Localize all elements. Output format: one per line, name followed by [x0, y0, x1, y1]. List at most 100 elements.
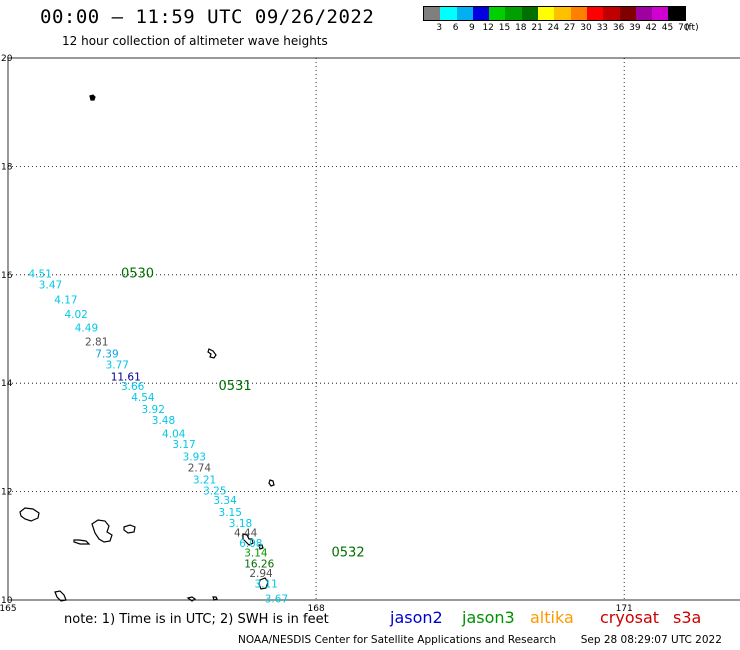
color-swatch — [440, 7, 457, 20]
color-scale-labels: 3 6 9 12 15 18 21 24 27 30 33 36 39 42 45 70 (ft) — [423, 21, 698, 35]
west-track-values: 4.513.474.174.024.492.817.393.7711.613.6… — [29, 269, 289, 606]
wave-height-value: 3.92 — [142, 404, 165, 416]
island-outline — [242, 533, 254, 546]
latitude-tick-label: 14 — [1, 379, 13, 389]
color-scale-label: 27 — [563, 23, 576, 33]
map-subtitle: 12 hour collection of altimeter wave hei… — [62, 34, 328, 48]
legend-jason2: jason2 — [390, 608, 443, 627]
map-frame — [7, 57, 740, 601]
color-swatch — [619, 7, 636, 20]
pass-time-label: 0532 — [332, 546, 365, 561]
island-outline — [207, 348, 217, 359]
wave-height-value: 4.04 — [162, 428, 186, 440]
latitude-tick-label: 18 — [1, 162, 13, 172]
color-swatch — [538, 7, 555, 20]
footer-generated-time: Sep 28 08:29:07 UTC 2022 — [580, 634, 722, 646]
pass-time-label: 0531 — [219, 379, 252, 394]
island-outline — [54, 590, 67, 602]
island-outline — [89, 94, 96, 101]
legend-s3a: s3a — [673, 608, 702, 627]
legend-cryosat: cryosat — [600, 608, 660, 627]
color-scale-label: 3 — [436, 23, 443, 33]
wave-height-value: 6.08 — [239, 538, 262, 550]
color-scale-label: 39 — [629, 23, 641, 33]
wave-height-value: 4.02 — [64, 309, 87, 321]
island-outline — [258, 544, 264, 550]
color-scale-label: 18 — [515, 23, 527, 33]
legend-jason3: jason3 — [462, 608, 515, 627]
wave-height-value: 4.17 — [54, 295, 77, 307]
wave-height-value: 2.94 — [249, 568, 273, 580]
map-title: 00:00 – 11:59 UTC 09/26/2022 — [40, 6, 375, 28]
color-swatch — [505, 7, 522, 20]
color-swatch — [586, 7, 604, 20]
wave-height-value: 2.81 — [85, 336, 108, 348]
wave-height-value: 3.17 — [172, 439, 195, 451]
island-outline — [268, 479, 275, 487]
wave-height-value: 11.61 — [111, 371, 141, 383]
wave-height-value: 3.18 — [229, 518, 252, 530]
color-scale-label: 21 — [531, 23, 543, 33]
wave-height-value: 4.54 — [131, 392, 155, 404]
latitude-tick-label: 16 — [1, 271, 13, 281]
color-scale-label: 33 — [596, 23, 609, 33]
color-swatch — [521, 7, 539, 20]
wave-height-value: 3.34 — [213, 495, 237, 507]
legend-altika: altika — [530, 608, 574, 627]
wave-height-value: 2.74 — [188, 463, 212, 475]
wave-height-value: 3.67 — [265, 594, 288, 606]
color-scale-label: (ft) — [685, 23, 699, 33]
wave-height-value: 4.49 — [75, 323, 98, 335]
island-outline — [19, 507, 40, 522]
color-swatch — [652, 7, 669, 20]
pass-time-label: 0530 — [121, 267, 154, 282]
color-swatch — [472, 7, 490, 20]
longitude-tick-label: 168 — [308, 604, 325, 614]
wave-height-value: 3.93 — [183, 452, 206, 464]
island-outlines — [19, 94, 275, 602]
color-scale-label: 30 — [580, 23, 592, 33]
island-outline — [258, 577, 269, 590]
color-scale-swatches — [423, 6, 686, 21]
color-scale-label: 70 — [678, 23, 690, 33]
color-scale-label: 9 — [469, 23, 475, 33]
island-outline — [212, 596, 218, 601]
footer-credit-text: NOAA/NESDIS Center for Satellite Applica… — [238, 634, 556, 646]
color-scale-label: 15 — [498, 23, 511, 33]
color-scale-label: 45 — [661, 23, 674, 33]
color-scale-label: 6 — [452, 23, 459, 33]
west-track-times: 0530 0531 0532 — [121, 267, 365, 561]
island-outline — [186, 596, 197, 602]
wave-height-value: 3.11 — [254, 579, 277, 591]
wave-height-value: 3.48 — [152, 415, 175, 427]
color-swatch — [603, 7, 620, 20]
island-outline — [73, 539, 91, 545]
longitude-tick-label: 165 — [0, 604, 17, 614]
wave-height-value: 7.39 — [95, 349, 118, 361]
color-swatch — [635, 7, 653, 20]
latitude-tick-label: 10 — [1, 596, 13, 606]
island-outline — [123, 524, 136, 534]
color-swatch — [489, 7, 506, 20]
latitude-tick-label: 12 — [1, 488, 12, 498]
color-swatch — [570, 7, 587, 20]
color-scale: 3 6 9 12 15 18 21 24 27 30 33 36 39 42 45 70 (ft) — [423, 6, 699, 35]
color-scale-label: 24 — [547, 23, 560, 33]
wave-height-value: 16.26 — [244, 558, 274, 570]
color-swatch — [456, 7, 473, 20]
map-grid: 165168171174177201816141210 — [0, 54, 740, 614]
color-scale-label: 36 — [612, 23, 625, 33]
longitude-tick-label: 171 — [616, 604, 633, 614]
island-outline — [91, 519, 113, 543]
legend-note: note: 1) Time is in UTC; 2) SWH is in fe… — [64, 612, 329, 627]
color-scale-label: 42 — [645, 23, 657, 33]
latitude-tick-label: 20 — [1, 54, 13, 64]
color-swatch — [554, 7, 571, 20]
wave-height-value: 3.25 — [203, 485, 226, 497]
wave-height-value: 3.14 — [244, 548, 268, 560]
color-swatch — [424, 7, 441, 20]
wave-height-value: 3.66 — [121, 381, 145, 393]
wave-height-value: 3.77 — [106, 360, 129, 372]
footer-credit: NOAA/NESDIS Center for Satellite Applica… — [238, 634, 722, 646]
